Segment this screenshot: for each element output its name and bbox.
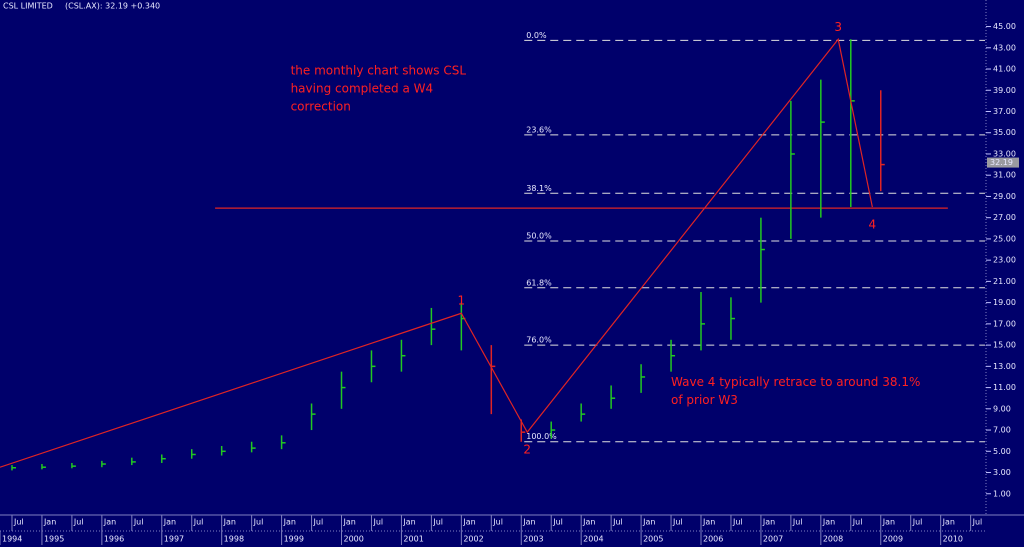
x-tick-label: 2002 (463, 535, 483, 544)
y-tick-label: 7.00 (993, 426, 1011, 435)
x-tick-label: 1998 (224, 535, 244, 544)
y-tick-label: 41.00 (993, 65, 1016, 74)
x-tick-label: 2008 (823, 535, 843, 544)
x-tick-label: Jan (343, 518, 356, 527)
fib-label: 76.0% (526, 336, 552, 345)
y-tick-label: 25.00 (993, 234, 1016, 243)
y-tick-label: 45.00 (993, 22, 1016, 31)
x-tick-label: 1997 (164, 535, 184, 544)
x-tick-label: Jul (133, 518, 144, 527)
annotation: Wave 4 typically retrace to around 38.1% (671, 375, 920, 389)
y-tick-label: 33.00 (993, 149, 1016, 158)
x-tick-label: Jul (612, 518, 623, 527)
x-tick-label: Jan (163, 518, 176, 527)
x-tick-label: Jan (103, 518, 116, 527)
last-price-label: 32.19 (990, 158, 1013, 167)
x-tick-label: 2010 (943, 535, 963, 544)
y-tick-label: 27.00 (993, 213, 1016, 222)
x-tick-label: Jan (942, 518, 955, 527)
x-tick-label: Jul (253, 518, 264, 527)
x-tick-label: Jul (372, 518, 383, 527)
y-tick-label: 37.00 (993, 107, 1016, 116)
x-tick-label: Jul (193, 518, 204, 527)
annotation: having completed a W4 (291, 82, 434, 96)
fib-label: 61.8% (526, 278, 552, 287)
x-tick-label: Jul (313, 518, 324, 527)
x-tick-label: Jan (43, 518, 56, 527)
last-price-box (987, 157, 1019, 168)
annotation: the monthly chart shows CSL (291, 64, 467, 78)
x-tick-label: Jan (402, 518, 415, 527)
x-tick-label: 1996 (104, 535, 124, 544)
x-tick-label: Jul (432, 518, 443, 527)
y-tick-label: 13.00 (993, 362, 1016, 371)
chart-title: CSL LIMITED (3, 2, 53, 11)
x-tick-label: Jan (283, 518, 296, 527)
y-tick-label: 29.00 (993, 192, 1016, 201)
x-tick-label: Jan (822, 518, 835, 527)
x-tick-label: Jul (732, 518, 743, 527)
x-tick-label: Jan (702, 518, 715, 527)
x-tick-label: Jul (552, 518, 563, 527)
fib-label: 100.0% (526, 432, 557, 441)
wave-label: 2 (523, 443, 531, 457)
x-tick-label: Jul (972, 518, 983, 527)
x-tick-label: 1994 (2, 535, 22, 544)
x-tick-label: 1995 (44, 535, 64, 544)
x-tick-label: Jul (672, 518, 683, 527)
x-tick-label: 2004 (583, 535, 603, 544)
y-tick-label: 3.00 (993, 468, 1011, 477)
x-tick-label: 2001 (403, 535, 423, 544)
y-tick-label: 11.00 (993, 383, 1016, 392)
y-tick-label: 19.00 (993, 298, 1016, 307)
x-tick-label: 2009 (883, 535, 903, 544)
x-tick-label: 2000 (344, 535, 364, 544)
y-tick-label: 1.00 (993, 489, 1011, 498)
y-tick-label: 39.00 (993, 86, 1016, 95)
fib-label: 0.0% (526, 31, 547, 40)
x-tick-label: 2005 (643, 535, 663, 544)
x-tick-label: Jan (522, 518, 535, 527)
y-tick-label: 5.00 (993, 447, 1011, 456)
fib-label: 38.1% (526, 184, 552, 193)
annotation: correction (291, 100, 351, 114)
x-tick-label: Jul (912, 518, 923, 527)
y-tick-label: 23.00 (993, 256, 1016, 265)
chart-subtitle: (CSL.AX): 32.19 +0.340 (65, 2, 160, 11)
wave-label: 4 (869, 218, 877, 232)
x-tick-label: Jan (223, 518, 236, 527)
y-tick-label: 9.00 (993, 404, 1011, 413)
y-tick-label: 35.00 (993, 128, 1016, 137)
x-tick-label: Jul (13, 518, 24, 527)
x-tick-label: 2006 (703, 535, 723, 544)
fib-label: 50.0% (526, 232, 552, 241)
x-tick-label: Jan (642, 518, 655, 527)
y-tick-label: 21.00 (993, 277, 1016, 286)
x-tick-label: Jul (792, 518, 803, 527)
wave-label: 3 (834, 20, 842, 34)
x-tick-label: Jan (582, 518, 595, 527)
fib-label: 23.6% (526, 125, 552, 134)
y-tick-label: 15.00 (993, 341, 1016, 350)
wave-label: 1 (458, 294, 466, 308)
y-tick-label: 43.00 (993, 43, 1016, 52)
x-tick-label: Jan (462, 518, 475, 527)
y-tick-label: 31.00 (993, 171, 1016, 180)
wave-line (0, 37, 873, 468)
annotation: of prior W3 (671, 393, 738, 407)
x-tick-label: Jul (73, 518, 84, 527)
x-tick-label: Jul (852, 518, 863, 527)
x-tick-label: Jan (882, 518, 895, 527)
y-tick-label: 17.00 (993, 319, 1016, 328)
x-tick-label: 1999 (284, 535, 304, 544)
x-tick-label: 2007 (763, 535, 783, 544)
x-tick-label: 2003 (523, 535, 543, 544)
x-tick-label: Jan (762, 518, 775, 527)
x-tick-label: Jul (492, 518, 503, 527)
